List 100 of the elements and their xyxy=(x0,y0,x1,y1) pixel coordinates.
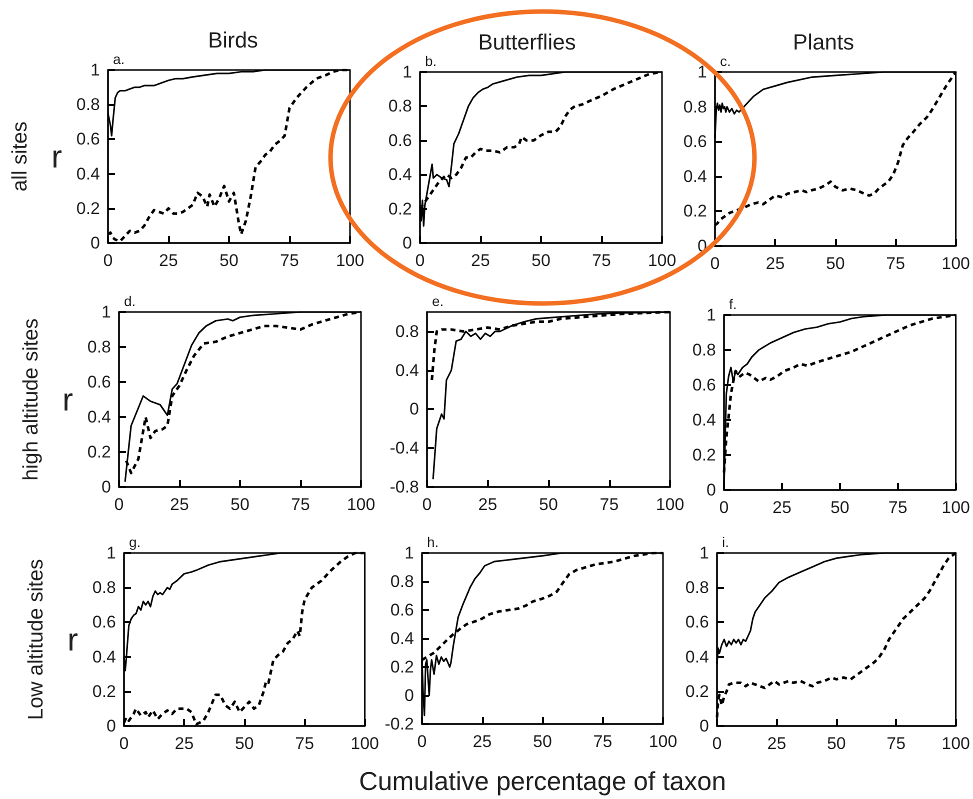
y-tick-label: 0.4 xyxy=(92,647,116,666)
y-tick-label: 0.6 xyxy=(692,376,716,394)
y-tick-label: 0.2 xyxy=(692,446,716,464)
chart-subtitle: c. xyxy=(720,53,731,69)
y-tick-label: 0.4 xyxy=(683,166,707,186)
y-tick-label: -0.4 xyxy=(390,438,419,458)
x-tick-label: 50 xyxy=(830,498,850,517)
x-tick-label: 75 xyxy=(291,495,310,514)
y-tick-label: 0.6 xyxy=(388,130,412,150)
y-tick-label: 0.6 xyxy=(76,130,100,149)
y-tick-label: 0 xyxy=(102,478,111,496)
y-tick-label: 0.2 xyxy=(388,199,412,218)
x-tick-label: 50 xyxy=(826,254,845,273)
y-tick-label: 0.4 xyxy=(692,410,716,430)
y-tick-label: 0.4 xyxy=(390,629,414,648)
chart-title: Butterflies xyxy=(478,30,576,54)
y-tick-label: 1 xyxy=(698,62,707,82)
y-tick-label: 1 xyxy=(404,544,414,562)
x-tick-label: 50 xyxy=(533,732,552,751)
x-tick-label: 100 xyxy=(942,254,970,273)
x-tick-label: 100 xyxy=(942,734,970,753)
y-tick-label: 0.6 xyxy=(683,132,707,152)
y-tick-label: 1 xyxy=(102,302,111,322)
x-tick-label: 25 xyxy=(472,732,492,751)
x-tick-label: 50 xyxy=(230,495,250,514)
x-tick-label: 50 xyxy=(220,251,238,270)
x-tick-label: 0 xyxy=(719,498,729,517)
y-tick-label: 0.8 xyxy=(685,578,709,598)
y-tick-label: 0 xyxy=(700,716,709,736)
chart-subtitle: d. xyxy=(124,293,136,309)
chart-subtitle: i. xyxy=(722,534,729,550)
y-tick-label: 0.2 xyxy=(683,202,707,221)
y-tick-label: 0.8 xyxy=(692,340,716,360)
x-tick-label: 50 xyxy=(826,734,846,753)
x-tick-label: 25 xyxy=(772,498,792,517)
y-tick-label: 1 xyxy=(706,306,716,324)
x-tick-label: 25 xyxy=(174,734,194,753)
y-tick-label: 0.2 xyxy=(76,198,100,218)
x-tick-label: 100 xyxy=(656,495,684,514)
text: high altitude sites xyxy=(20,318,42,481)
x-tick-label: 75 xyxy=(593,732,612,751)
x-tick-label: 100 xyxy=(942,498,970,517)
chart-subtitle: e. xyxy=(432,293,444,309)
chart-subtitle: b. xyxy=(425,53,437,69)
x-tick-label: 75 xyxy=(600,495,619,514)
y-tick-label: 0.6 xyxy=(92,612,116,632)
y-tick-label: 0 xyxy=(402,234,412,252)
y-tick-label: 0.2 xyxy=(390,658,414,676)
x-tick-label: 50 xyxy=(234,734,254,753)
y-tick-label: 1 xyxy=(90,60,100,80)
y-tick-label: 0.2 xyxy=(87,442,111,462)
y-tick-label: 0.8 xyxy=(683,97,707,116)
x-tick-label: 25 xyxy=(159,251,178,270)
x-tick-label: 0 xyxy=(422,495,432,514)
x-axis-title: Cumulative percentage of taxon xyxy=(358,766,726,796)
y-tick-label: 0 xyxy=(106,716,116,736)
y-tick-label: 0 xyxy=(410,400,419,419)
x-tick-label: 75 xyxy=(280,251,299,270)
y-axis-title: r xyxy=(67,622,78,658)
x-tick-label: 25 xyxy=(767,734,786,753)
y-tick-label: 0 xyxy=(706,480,716,500)
y-tick-label: 1 xyxy=(402,62,412,82)
x-tick-label: 50 xyxy=(532,251,550,270)
y-tick-label: 0.8 xyxy=(388,96,412,116)
x-tick-label: 25 xyxy=(471,251,490,270)
x-tick-label: 100 xyxy=(350,734,380,753)
chart-subtitle: h. xyxy=(427,534,439,550)
y-tick-label: 0.8 xyxy=(92,578,116,598)
x-tick-label: 100 xyxy=(346,495,376,514)
y-tick-label: -0.2 xyxy=(384,714,414,734)
text: Low altitude sites xyxy=(24,558,48,720)
x-tick-label: 75 xyxy=(295,734,314,753)
x-tick-label: 25 xyxy=(766,254,785,273)
x-tick-label: 75 xyxy=(886,734,906,753)
y-tick-label: 0.2 xyxy=(92,682,116,701)
y-tick-label: 0.6 xyxy=(390,600,414,620)
y-tick-label: 0.4 xyxy=(76,164,100,184)
chart-title: Plants xyxy=(792,30,854,54)
y-axis-title: r xyxy=(51,138,62,174)
x-tick-label: 75 xyxy=(886,254,906,273)
x-tick-label: 100 xyxy=(648,732,678,751)
y-tick-label: 0.4 xyxy=(87,408,111,426)
x-tick-label: 75 xyxy=(592,251,611,270)
x-tick-label: 25 xyxy=(478,495,498,514)
y-tick-label: 0.8 xyxy=(395,322,419,341)
text: all sites xyxy=(8,121,32,192)
y-tick-label: 1 xyxy=(106,544,116,562)
y-tick-label: 0.8 xyxy=(87,338,111,356)
y-tick-label: 0.6 xyxy=(87,372,111,392)
chart-subtitle: a. xyxy=(113,51,125,67)
chart-title: Birds xyxy=(208,28,258,52)
y-tick-label: 0.4 xyxy=(685,647,709,666)
y-tick-label: 0 xyxy=(404,686,414,705)
y-tick-label: 1 xyxy=(700,544,709,562)
x-tick-label: 100 xyxy=(648,251,676,270)
y-axis-title: r xyxy=(62,382,74,418)
y-tick-label: 0.8 xyxy=(76,95,100,114)
x-tick-label: 50 xyxy=(539,495,558,514)
y-tick-label: 0.2 xyxy=(685,682,709,701)
chart-subtitle: f. xyxy=(729,296,737,312)
